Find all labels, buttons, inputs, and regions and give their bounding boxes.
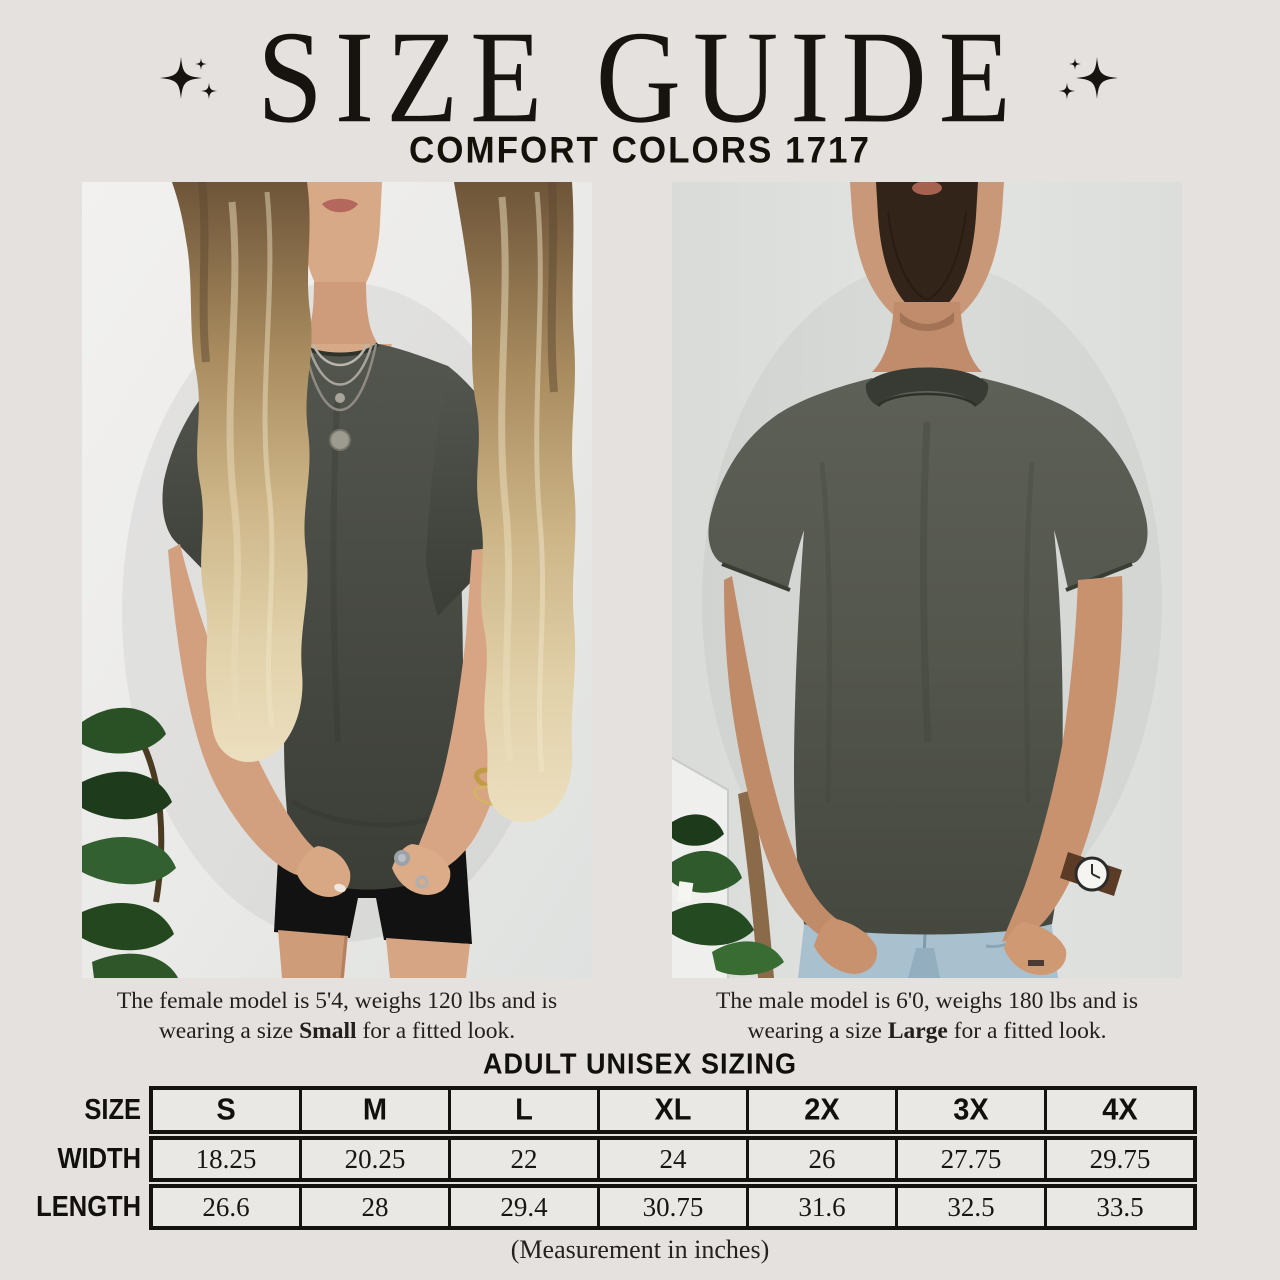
necklaces [302,343,378,451]
sizing-heading: ADULT UNISEX SIZING [482,1048,797,1080]
caption-line1: The female model is 5'4, weighs 120 lbs … [116,988,558,1014]
page-title: SIZE GUIDE [257,3,1023,151]
size-column-header: 3X [895,1090,1044,1130]
caption-size: Large [887,1018,948,1044]
width-cell: 29.75 [1044,1140,1193,1178]
length-cell: 28 [299,1188,448,1226]
male-tshirt [708,367,1148,935]
length-cell: 31.6 [746,1188,895,1226]
sparkle-icon [143,30,243,130]
face-beard [850,182,1004,372]
female-model-photo [82,182,592,978]
male-model-photo [672,182,1182,978]
size-column-header: S [153,1090,299,1130]
table-row-length: LENGTH 26.6 28 29.4 30.75 31.6 32.5 33.5 [36,1184,1197,1230]
ring [1028,960,1044,966]
row-label-width: WIDTH [57,1142,142,1175]
width-cell: 26 [746,1140,895,1178]
page-subtitle: COMFORT COLORS 1717 [409,129,871,172]
size-column-header: XL [597,1090,746,1130]
legs [278,930,470,978]
length-cell: 26.6 [153,1188,299,1226]
length-cell: 33.5 [1044,1188,1193,1226]
length-cell: 30.75 [597,1188,746,1226]
width-cell: 18.25 [153,1140,299,1178]
wrist-watch [1060,852,1122,896]
female-caption: The female model is 5'4, weighs 120 lbs … [116,988,558,1044]
width-cell: 24 [597,1140,746,1178]
measurement-note: (Measurement in inches) [510,1235,770,1264]
arms [724,576,1123,975]
table-row-width: WIDTH 18.25 20.25 22 24 26 27.75 29.75 [40,1136,1197,1182]
hair [172,182,576,823]
plant [82,707,178,978]
plant [672,790,784,978]
length-cell: 29.4 [448,1188,597,1226]
width-cell: 22 [448,1140,597,1178]
sizing-table: SIZE S M L XL 2X 3X 4X WIDTH 18.25 20.25… [36,1086,1197,1232]
collar [865,367,989,406]
length-cell: 32.5 [895,1188,1044,1226]
sparkle-icon [1037,30,1137,130]
width-cell: 27.75 [895,1140,1044,1178]
size-column-header: L [448,1090,597,1130]
row-label-size: SIZE [84,1093,142,1126]
size-column-header: 2X [746,1090,895,1130]
row-label-length: LENGTH [36,1190,142,1223]
width-cell: 20.25 [299,1140,448,1178]
size-column-header: 4X [1044,1090,1193,1130]
size-column-header: M [299,1090,448,1130]
table-row-sizes: SIZE S M L XL 2X 3X 4X [40,1086,1197,1134]
caption-line1: The male model is 6'0, weighs 180 lbs an… [716,988,1138,1014]
plant-tag [676,881,694,903]
male-caption: The male model is 6'0, weighs 180 lbs an… [716,988,1138,1044]
caption-size: Small [299,1018,357,1044]
